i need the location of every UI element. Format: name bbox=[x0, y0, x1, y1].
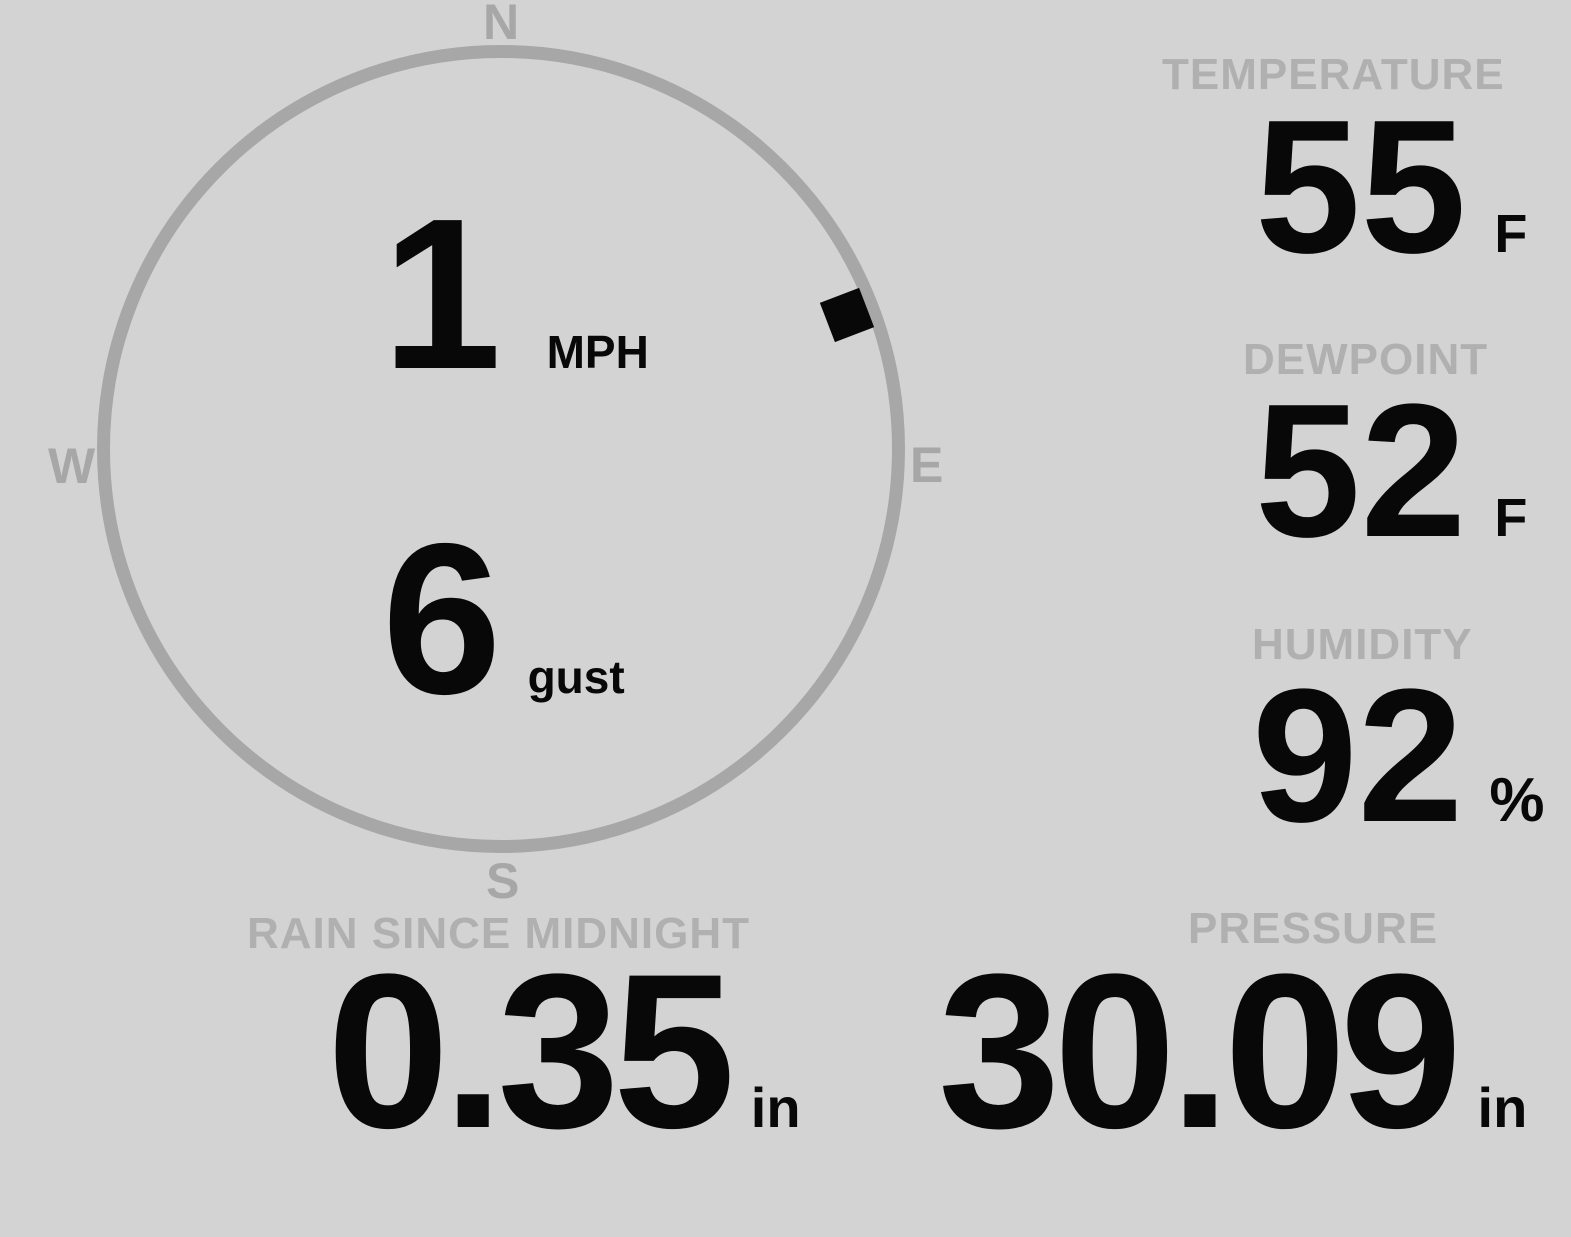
humidity-reading: 92 % bbox=[1252, 661, 1544, 851]
dewpoint-value: 52 bbox=[1255, 365, 1467, 577]
dewpoint-label: DEWPOINT bbox=[1243, 335, 1489, 384]
wind-speed-value: 1 bbox=[382, 173, 502, 414]
pressure-label: PRESSURE bbox=[1188, 904, 1439, 953]
temperature-value: 55 bbox=[1255, 81, 1467, 293]
dewpoint-reading: 52 F bbox=[1255, 376, 1527, 566]
compass-north-label: N bbox=[483, 0, 520, 50]
wind-gust-value: 6 bbox=[382, 498, 502, 739]
temperature-label: TEMPERATURE bbox=[1162, 50, 1505, 99]
rain-unit: in bbox=[750, 1076, 801, 1139]
compass-west-label: W bbox=[48, 438, 96, 494]
humidity-unit: % bbox=[1489, 766, 1545, 835]
wind-speed: 1 MPH bbox=[382, 186, 649, 401]
compass-east-label: E bbox=[910, 437, 944, 493]
dewpoint-unit: F bbox=[1494, 488, 1528, 548]
wind-speed-unit: MPH bbox=[546, 326, 649, 378]
pressure-unit: in bbox=[1477, 1076, 1528, 1139]
pressure-reading: 30.09 in bbox=[938, 941, 1527, 1161]
humidity-label: HUMIDITY bbox=[1252, 620, 1473, 669]
wind-gust: 6 gust bbox=[382, 511, 625, 726]
compass-south-label: S bbox=[486, 853, 520, 909]
rain-value: 0.35 bbox=[327, 928, 735, 1174]
rain-label: RAIN SINCE MIDNIGHT bbox=[247, 909, 750, 958]
rain-reading: 0.35 in bbox=[327, 941, 801, 1161]
temperature-reading: 55 F bbox=[1255, 92, 1527, 282]
humidity-value: 92 bbox=[1252, 650, 1464, 862]
temperature-unit: F bbox=[1494, 204, 1528, 264]
wind-gust-label: gust bbox=[527, 651, 625, 703]
pressure-value: 30.09 bbox=[938, 928, 1462, 1174]
